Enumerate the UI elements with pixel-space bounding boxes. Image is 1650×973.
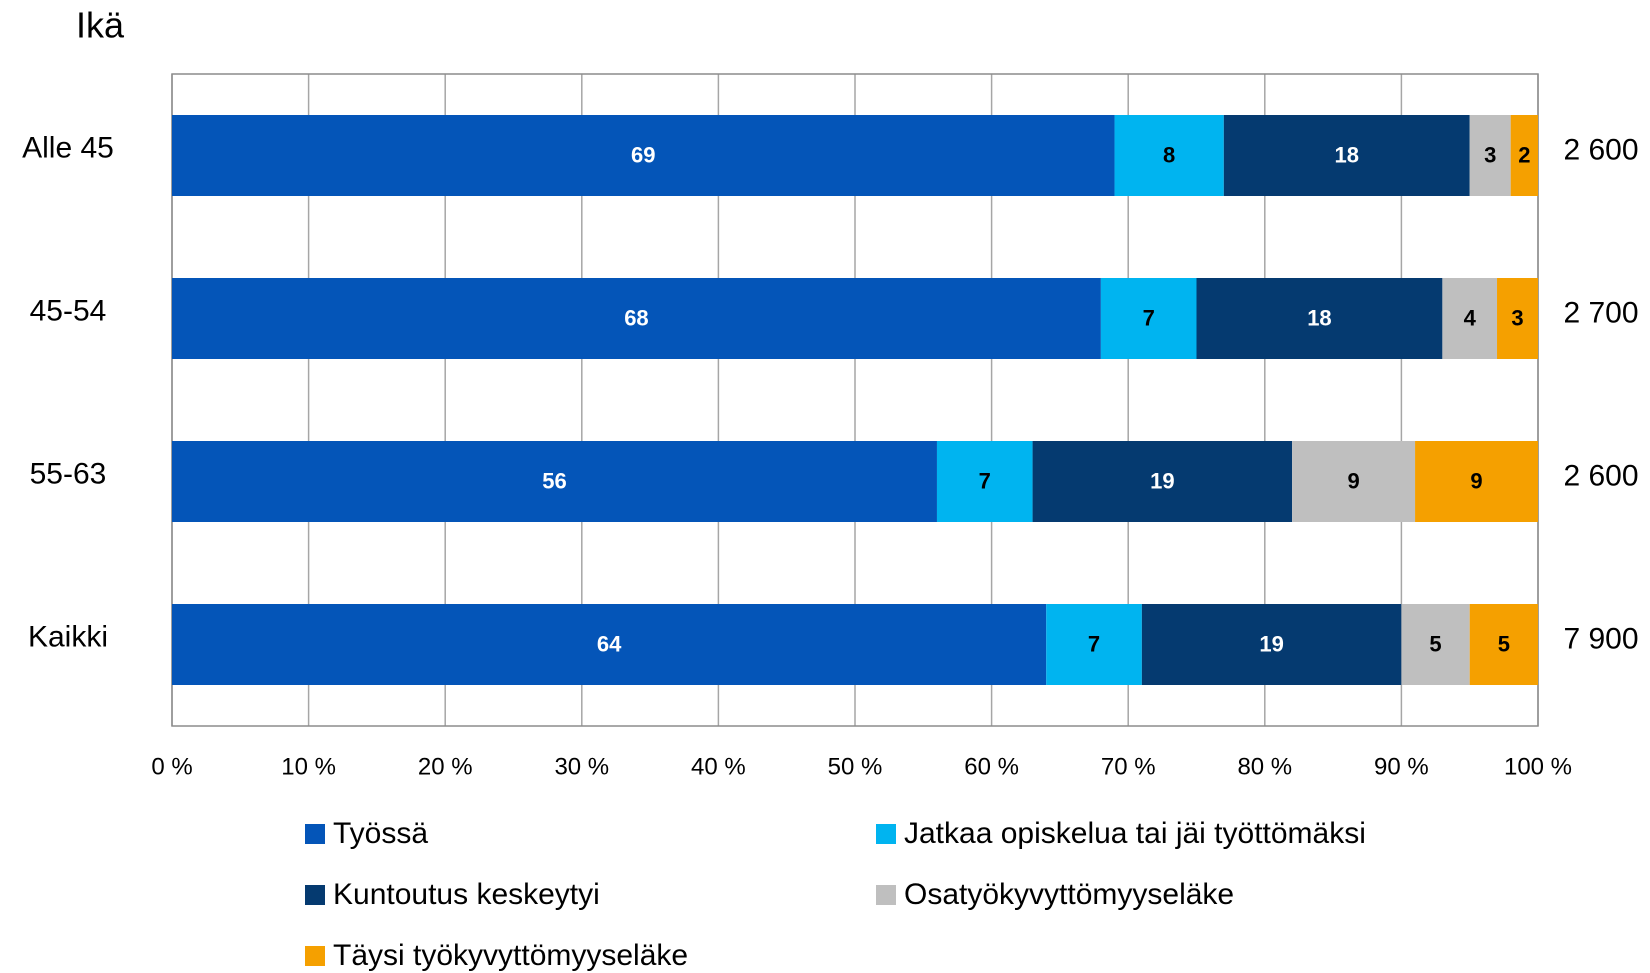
x-tick-label: 60 % bbox=[964, 753, 1019, 780]
data-label: 5 bbox=[1498, 631, 1510, 656]
plot-border bbox=[171, 73, 1539, 727]
x-tick-label: 100 % bbox=[1504, 753, 1572, 780]
bar-segment bbox=[1032, 441, 1293, 522]
legend-label: Täysi työkyvyttömyyseläke bbox=[333, 939, 688, 972]
data-label: 56 bbox=[542, 468, 566, 493]
data-label: 8 bbox=[1163, 142, 1175, 167]
data-label: 18 bbox=[1307, 305, 1331, 330]
data-label: 18 bbox=[1335, 142, 1359, 167]
data-label: 64 bbox=[597, 631, 622, 656]
y-tick-label: 55-63 bbox=[30, 457, 107, 490]
total-label: 2 700 bbox=[1563, 296, 1638, 329]
legend-label: Osatyökyvyttömyyseläke bbox=[904, 878, 1234, 911]
x-tick-label: 40 % bbox=[691, 753, 746, 780]
legend-swatch bbox=[876, 885, 896, 905]
bar-segment bbox=[1510, 115, 1538, 196]
x-tick-label: 90 % bbox=[1374, 753, 1429, 780]
total-label: 2 600 bbox=[1563, 459, 1638, 492]
data-label: 19 bbox=[1150, 468, 1174, 493]
y-tick-label: 45-54 bbox=[30, 294, 107, 327]
bar-segment bbox=[1469, 604, 1538, 685]
legend-swatch bbox=[305, 946, 325, 966]
bar-segment bbox=[1100, 278, 1197, 359]
bar-segment bbox=[1497, 278, 1538, 359]
total-label: 7 900 bbox=[1563, 622, 1638, 655]
legend-swatch bbox=[876, 824, 896, 844]
bar-segment bbox=[1046, 604, 1142, 685]
data-label: 2 bbox=[1518, 142, 1530, 167]
chart-title: Ikä bbox=[76, 5, 125, 46]
bar-segment bbox=[172, 604, 1047, 685]
data-label: 3 bbox=[1484, 142, 1496, 167]
bar-segment bbox=[1196, 278, 1443, 359]
y-tick-label: Kaikki bbox=[28, 620, 108, 653]
x-tick-label: 50 % bbox=[828, 753, 883, 780]
legend-label: Jatkaa opiskelua tai jäi työttömäksi bbox=[904, 817, 1366, 850]
data-label: 68 bbox=[624, 305, 648, 330]
x-tick-label: 10 % bbox=[281, 753, 336, 780]
total-label: 2 600 bbox=[1563, 133, 1638, 166]
data-label: 3 bbox=[1511, 305, 1523, 330]
data-label: 7 bbox=[979, 468, 991, 493]
data-label: 4 bbox=[1464, 305, 1477, 330]
bar-segment bbox=[1469, 115, 1511, 196]
bar-segment bbox=[172, 441, 937, 522]
bar-segment bbox=[1415, 441, 1538, 522]
bar-segment bbox=[936, 441, 1033, 522]
x-tick-label: 80 % bbox=[1237, 753, 1292, 780]
bar-segment bbox=[1141, 604, 1402, 685]
x-tick-label: 0 % bbox=[151, 753, 192, 780]
bar-segment bbox=[172, 115, 1115, 196]
x-tick-label: 70 % bbox=[1101, 753, 1156, 780]
bar-segment bbox=[1442, 278, 1498, 359]
bar-segment bbox=[1401, 604, 1470, 685]
legend-swatch bbox=[305, 824, 325, 844]
bar-segment bbox=[1114, 115, 1224, 196]
x-tick-label: 20 % bbox=[418, 753, 473, 780]
data-label: 5 bbox=[1429, 631, 1441, 656]
legend-label: Työssä bbox=[333, 817, 428, 850]
bar-segment bbox=[1223, 115, 1470, 196]
legend-swatch bbox=[305, 885, 325, 905]
data-label: 9 bbox=[1347, 468, 1359, 493]
x-tick-label: 30 % bbox=[554, 753, 609, 780]
data-label: 9 bbox=[1470, 468, 1482, 493]
data-label: 19 bbox=[1259, 631, 1283, 656]
legend-label: Kuntoutus keskeytyi bbox=[333, 878, 600, 911]
data-label: 7 bbox=[1088, 631, 1100, 656]
data-label: 7 bbox=[1143, 305, 1155, 330]
y-tick-label: Alle 45 bbox=[22, 131, 114, 164]
data-label: 69 bbox=[631, 142, 655, 167]
bar-segment bbox=[1292, 441, 1416, 522]
bar-segment bbox=[172, 278, 1101, 359]
